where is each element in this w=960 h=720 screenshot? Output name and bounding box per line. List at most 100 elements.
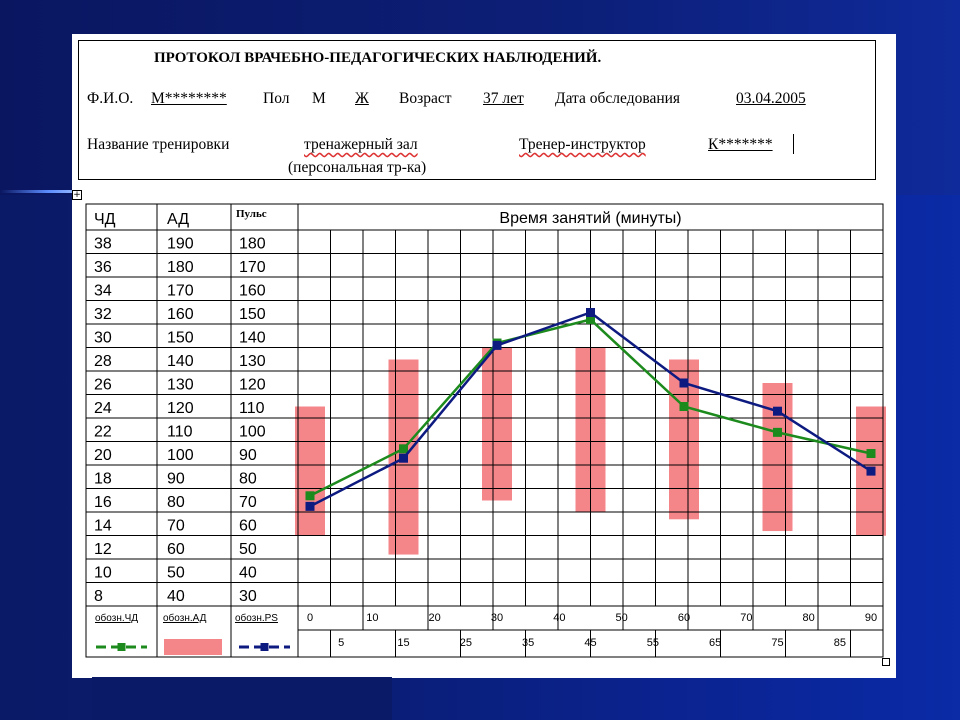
time-tick-label: 80 bbox=[803, 612, 815, 624]
ad-bar bbox=[762, 383, 793, 532]
ad-scale-value: 170 bbox=[167, 283, 194, 300]
pulse-scale-value: 130 bbox=[239, 353, 266, 370]
text-cursor bbox=[793, 134, 794, 154]
age-value[interactable]: 37 лет bbox=[483, 90, 524, 107]
time-tick-label: 85 bbox=[834, 637, 846, 649]
chd-scale-value: 36 bbox=[94, 259, 112, 276]
table-move-handle[interactable]: + bbox=[72, 190, 82, 200]
protocol-title: ПРОТОКОЛ ВРАЧЕБНО-ПЕДАГОГИЧЕСКИХ НАБЛЮДЕ… bbox=[154, 50, 602, 66]
ad-scale-value: 90 bbox=[167, 471, 185, 488]
pulse-scale-value: 100 bbox=[239, 424, 266, 441]
ad-scale-value: 80 bbox=[167, 494, 185, 511]
chd-scale-value: 10 bbox=[94, 565, 112, 582]
fio-label: Ф.И.О. bbox=[87, 90, 134, 107]
age-label: Возраст bbox=[399, 90, 452, 107]
training-note: (персональная тр-ка) bbox=[288, 159, 427, 176]
ad-scale-value: 50 bbox=[167, 565, 185, 582]
time-tick-label: 10 bbox=[366, 612, 378, 624]
time-tick-label: 25 bbox=[460, 637, 472, 649]
series-point-pulse bbox=[492, 340, 502, 350]
ad-scale-value: 40 bbox=[167, 588, 185, 605]
time-tick-label: 20 bbox=[429, 612, 441, 624]
time-tick-label: 40 bbox=[553, 612, 565, 624]
chd-scale-value: 24 bbox=[94, 400, 112, 417]
series-point-pulse bbox=[866, 466, 876, 476]
series-point-chd bbox=[773, 427, 782, 437]
chd-scale-value: 22 bbox=[94, 424, 112, 441]
ad-bar bbox=[482, 347, 512, 501]
chd-scale-value: 12 bbox=[94, 541, 112, 558]
slide-background-bottom bbox=[92, 677, 392, 720]
col-header-chd: ЧД bbox=[94, 211, 116, 228]
pulse-scale-value: 110 bbox=[239, 400, 265, 417]
ad-scale-value: 60 bbox=[167, 541, 185, 558]
time-tick-label: 30 bbox=[491, 612, 503, 624]
time-tick-label: 55 bbox=[647, 637, 659, 649]
slide-accent-line bbox=[0, 190, 80, 193]
ad-scale-value: 100 bbox=[167, 447, 194, 464]
ad-scale-value: 150 bbox=[167, 330, 194, 347]
trainer-value[interactable]: К******* bbox=[708, 136, 773, 153]
chd-scale-value: 38 bbox=[94, 236, 112, 253]
pulse-scale-value: 120 bbox=[239, 377, 266, 394]
legend-ad-label: обозн.АД bbox=[163, 612, 207, 624]
time-tick-label: 65 bbox=[709, 637, 721, 649]
trainer-label: Тренер-инструктор bbox=[519, 136, 646, 153]
chd-scale-value: 26 bbox=[94, 377, 112, 394]
sex-female-option[interactable]: Ж bbox=[355, 90, 369, 107]
time-tick-label: 75 bbox=[771, 637, 783, 649]
fio-value[interactable]: М******** bbox=[151, 90, 227, 107]
sex-label: Пол bbox=[263, 90, 290, 107]
chd-scale-value: 16 bbox=[94, 494, 112, 511]
pulse-scale-value: 80 bbox=[239, 471, 257, 488]
training-label: Название тренировки bbox=[87, 136, 230, 153]
table-resize-handle[interactable] bbox=[882, 658, 890, 666]
ad-scale-value: 70 bbox=[167, 518, 185, 535]
series-point-pulse bbox=[586, 308, 595, 317]
ad-scale-value: 130 bbox=[167, 377, 194, 394]
series-point-chd bbox=[866, 449, 876, 458]
ad-scale-value: 120 bbox=[167, 400, 194, 417]
chd-scale-value: 14 bbox=[94, 518, 112, 535]
legend-chd-label: обозн.ЧД bbox=[95, 612, 138, 624]
pulse-scale-value: 170 bbox=[239, 259, 266, 276]
time-tick-label: 45 bbox=[584, 637, 596, 649]
legend-chd-marker bbox=[117, 643, 126, 651]
time-tick-label: 15 bbox=[397, 637, 409, 649]
date-label: Дата обследования bbox=[555, 90, 681, 107]
labels-layer: ЧД АД Пульс Время занятий (минуты)38 190 1803… bbox=[94, 208, 877, 649]
ad-scale-value: 110 bbox=[167, 424, 193, 441]
chd-scale-value: 18 bbox=[94, 471, 112, 488]
pulse-scale-value: 50 bbox=[239, 541, 257, 558]
time-tick-label: 60 bbox=[678, 612, 690, 624]
series-point-pulse bbox=[305, 501, 315, 511]
protocol-header-box bbox=[78, 40, 876, 180]
time-tick-label: 35 bbox=[522, 637, 534, 649]
series-point-pulse bbox=[399, 453, 408, 463]
series-point-chd bbox=[305, 491, 315, 501]
ad-scale-value: 140 bbox=[167, 353, 194, 370]
pulse-scale-value: 30 bbox=[239, 588, 257, 605]
legend-ad-swatch bbox=[164, 639, 222, 655]
time-header: Время занятий (минуты) bbox=[499, 210, 681, 227]
pulse-scale-value: 150 bbox=[239, 306, 266, 323]
ad-bar bbox=[295, 406, 325, 536]
training-value[interactable]: тренажерный зал bbox=[304, 136, 418, 153]
date-value[interactable]: 03.04.2005 bbox=[736, 90, 806, 107]
series-lines-layer bbox=[96, 308, 876, 651]
chd-scale-value: 8 bbox=[94, 588, 103, 605]
chd-scale-value: 20 bbox=[94, 447, 112, 464]
grid-layer bbox=[85, 203, 884, 658]
col-header-pulse: Пульс bbox=[236, 208, 267, 220]
pulse-scale-value: 90 bbox=[239, 447, 257, 464]
sex-male-option[interactable]: М bbox=[312, 90, 326, 107]
chd-scale-value: 28 bbox=[94, 353, 112, 370]
pulse-scale-value: 40 bbox=[239, 565, 257, 582]
ad-scale-value: 160 bbox=[167, 306, 194, 323]
ad-scale-value: 190 bbox=[167, 236, 194, 253]
col-header-ad: АД bbox=[167, 211, 189, 228]
series-point-chd bbox=[586, 315, 595, 325]
legend-ps-marker bbox=[260, 643, 269, 651]
time-tick-label: 90 bbox=[865, 612, 877, 624]
legend-ps-label: обозн.PS bbox=[235, 612, 278, 624]
